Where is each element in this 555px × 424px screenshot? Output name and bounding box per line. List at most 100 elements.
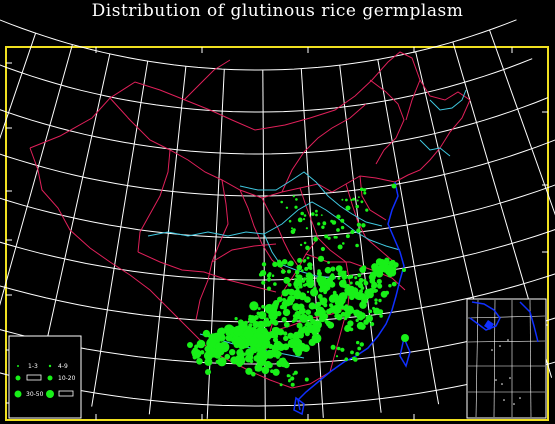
germplasm-point (363, 278, 367, 282)
germplasm-point (344, 289, 348, 293)
germplasm-point (252, 348, 258, 354)
germplasm-point (330, 273, 335, 278)
germplasm-point (320, 297, 328, 305)
germplasm-point (349, 281, 353, 285)
germplasm-point (310, 279, 315, 283)
germplasm-point (303, 326, 310, 334)
germplasm-point (317, 294, 323, 299)
germplasm-point (313, 236, 318, 242)
germplasm-point (292, 317, 298, 322)
germplasm-point (294, 348, 302, 357)
germplasm-point (283, 335, 289, 342)
germplasm-point (345, 205, 351, 211)
germplasm-point (336, 228, 340, 232)
germplasm-point (356, 340, 360, 345)
germplasm-point (330, 266, 336, 272)
germplasm-point (324, 266, 332, 274)
germplasm-point (306, 256, 310, 260)
map-frame (5, 46, 549, 421)
germplasm-point (321, 225, 325, 229)
germplasm-point (277, 261, 284, 268)
germplasm-point (359, 267, 365, 273)
germplasm-point (371, 263, 379, 271)
germplasm-point (298, 292, 307, 301)
germplasm-point (288, 219, 292, 223)
germplasm-point (251, 371, 256, 377)
germplasm-point (298, 284, 303, 289)
parallel-line (0, 19, 517, 71)
germplasm-point (271, 274, 275, 278)
germplasm-point (311, 333, 322, 344)
germplasm-point (282, 308, 291, 317)
germplasm-point (225, 334, 233, 342)
germplasm-point (204, 345, 211, 353)
germplasm-point (307, 314, 314, 321)
germplasm-point (299, 243, 303, 247)
germplasm-point (336, 214, 341, 219)
germplasm-point (297, 217, 303, 223)
germplasm-point (298, 307, 306, 315)
germplasm-point (334, 295, 341, 301)
germplasm-point (196, 358, 203, 365)
germplasm-point (217, 357, 227, 367)
germplasm-point (331, 220, 337, 225)
germplasm-point (382, 260, 389, 267)
parallel-line (0, 97, 549, 155)
germplasm-point (223, 344, 229, 351)
germplasm-point (350, 229, 355, 235)
legend-box-mark-6 (58, 390, 74, 397)
germplasm-point (278, 345, 282, 349)
germplasm-point (401, 334, 409, 342)
germplasm-point (344, 270, 347, 273)
germplasm-point (215, 342, 224, 352)
germplasm-point (310, 340, 316, 346)
germplasm-point (295, 286, 300, 291)
germplasm-point (234, 317, 238, 321)
germplasm-point (340, 347, 345, 352)
germplasm-point (272, 352, 278, 358)
germplasm-point (305, 245, 310, 251)
germplasm-point (258, 311, 267, 320)
legend-label-1: 1-3 (28, 363, 38, 370)
germplasm-point (304, 266, 309, 271)
legend-label-2: 4-9 (58, 363, 68, 370)
germplasm-point (287, 261, 292, 266)
germplasm-point (355, 318, 359, 323)
germplasm-point (290, 382, 295, 387)
germplasm-point (283, 331, 288, 336)
germplasm-point (246, 325, 252, 332)
germplasm-point (365, 314, 373, 323)
germplasm-point (294, 205, 298, 209)
meridian-line (91, 61, 149, 407)
germplasm-point (343, 311, 351, 319)
germplasm-point (264, 317, 269, 322)
inset-coast (469, 301, 501, 331)
germplasm-point (283, 321, 290, 328)
germplasm-point (353, 291, 358, 296)
germplasm-point (365, 208, 369, 212)
germplasm-point (233, 337, 244, 348)
germplasm-point (290, 376, 295, 381)
germplasm-point (292, 303, 300, 311)
germplasm-point (266, 286, 272, 291)
germplasm-point (373, 307, 381, 315)
germplasm-point (323, 303, 328, 308)
map-title: Distribution of glutinous rice germplasm (91, 1, 464, 21)
germplasm-point (234, 354, 246, 366)
germplasm-point (360, 200, 364, 204)
germplasm-point (249, 336, 259, 346)
germplasm-point (229, 349, 236, 356)
germplasm-point (301, 269, 304, 272)
germplasm-point (363, 280, 369, 286)
meridian-line (0, 44, 73, 306)
germplasm-point (375, 258, 383, 266)
germplasm-point (327, 236, 331, 240)
germplasm-point (203, 351, 214, 361)
germplasm-point (308, 328, 313, 333)
germplasm-point (292, 228, 296, 232)
germplasm-point (376, 278, 382, 285)
germplasm-point (315, 213, 318, 217)
germplasm-point (313, 304, 319, 310)
germplasm-point (391, 183, 397, 189)
inset-graticule (467, 299, 546, 418)
